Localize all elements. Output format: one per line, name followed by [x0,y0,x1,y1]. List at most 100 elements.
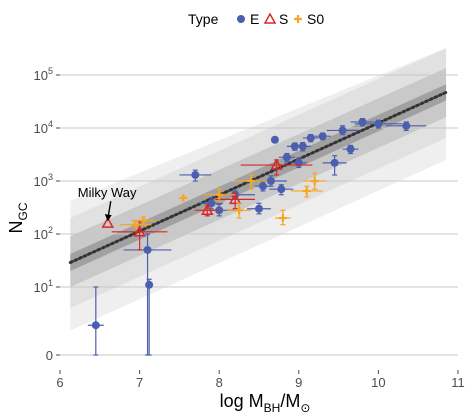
annotation-arrow-0 [107,201,112,217]
point-E-11 [269,184,294,196]
point-S-4 [240,158,313,176]
marker-E-0 [91,321,100,330]
point-E-16 [302,133,319,143]
y-tick-label-0: 0 [46,348,53,363]
marker-E-8 [258,182,267,191]
x-tick-label-2: 8 [216,375,223,390]
point-E-23 [386,121,427,132]
legend-entry-E: E [237,11,259,27]
y-axis-title: NGC [6,202,30,233]
point-E-19 [326,125,359,136]
point-E-18 [322,155,347,176]
marker-E-22 [374,119,383,128]
marker-E-7 [255,204,263,213]
marker-S-3 [228,192,242,205]
legend-entry-S0: S0 [294,11,324,27]
y-tick-label-2: 102 [34,225,53,242]
legend-key-S [263,12,277,24]
point-E-12 [278,152,295,163]
point-S-3 [215,192,256,210]
point-S-1 [111,221,168,251]
point-S-0 [101,216,115,228]
marker-S0-8 [310,177,319,185]
marker-S0-0 [131,220,140,229]
marker-E-17 [318,132,327,141]
marker-S-0 [101,216,115,228]
marker-S0-4 [235,206,244,215]
marker-S0-3 [215,190,224,199]
point-S0-4 [227,202,252,219]
legend-label-S: S [279,11,288,27]
point-S0-7 [290,185,323,198]
legend-label-E: E [250,11,259,27]
x-tick-label-3: 9 [295,375,302,390]
y-axis: 0 101 102 103 104 105 [34,66,60,363]
gridlines [60,74,458,356]
legend-key-S0 [294,15,302,23]
point-E-8 [255,180,271,192]
point-S0-8 [302,172,327,190]
marker-E-21 [358,117,367,126]
data-points [87,117,427,356]
x-tick-label-1: 7 [136,375,143,390]
marker-E-14 [294,158,303,167]
x-axis: 6 7 8 9 10 11 [56,370,465,390]
point-S0-3 [203,188,236,203]
point-E-17 [314,132,331,141]
point-S0-0 [119,220,152,229]
legend-label-S0: S0 [307,11,324,27]
marker-S-2 [200,203,214,216]
y-tick-label-5: 105 [34,66,53,83]
point-E-3 [179,169,212,182]
marker-E-23 [402,121,411,130]
point-S-2 [195,203,220,217]
x-tick-label-4: 10 [371,375,385,390]
legend: Type E S S0 [188,11,324,27]
legend-key-E [237,15,245,23]
point-E-2 [145,278,154,356]
marker-E-10 [270,135,279,144]
marker-S-4 [270,158,283,170]
point-S0-2 [179,193,188,202]
marker-S0-1 [139,216,148,225]
marker-S0-7 [302,186,311,195]
marker-E-2 [145,280,154,289]
point-S0-6 [274,209,291,226]
marker-E-1 [143,245,152,254]
point-E-22 [354,119,403,129]
marker-E-3 [191,170,200,179]
marker-E-18 [330,158,339,167]
marker-S0-6 [278,214,287,223]
plot-area: Milky Way [60,48,458,356]
marker-E-9 [266,177,275,185]
point-E-10 [270,135,279,144]
point-E-7 [247,202,271,215]
marker-E-16 [306,133,315,142]
x-tick-label-0: 6 [56,375,63,390]
y-tick-label-1: 101 [34,278,53,295]
annotations: Milky Way [78,185,137,222]
marker-E-20 [346,145,355,154]
marker-E-11 [277,185,286,194]
fit-line [68,90,448,264]
legend-entry-S: S [263,11,288,27]
x-tick-label-5: 11 [451,375,465,390]
annotation-arrowhead-0 [104,214,112,222]
marker-E-19 [338,126,347,135]
fit-line-path [68,90,448,264]
point-S0-5 [235,174,267,190]
annotation-label-0: Milky Way [78,185,137,200]
point-S0-1 [131,216,156,226]
y-tick-label-4: 104 [34,119,53,136]
x-axis-title: log MBH/M⊙ [220,391,311,415]
point-E-0 [87,286,104,356]
marker-S-1 [133,225,146,237]
y-tick-label-3: 103 [34,172,53,189]
marker-S0-2 [179,193,188,202]
point-E-15 [294,142,311,152]
marker-E-12 [282,153,291,162]
marker-E-15 [298,142,307,151]
legend-title: Type [188,11,219,27]
marker-S0-5 [247,177,256,185]
